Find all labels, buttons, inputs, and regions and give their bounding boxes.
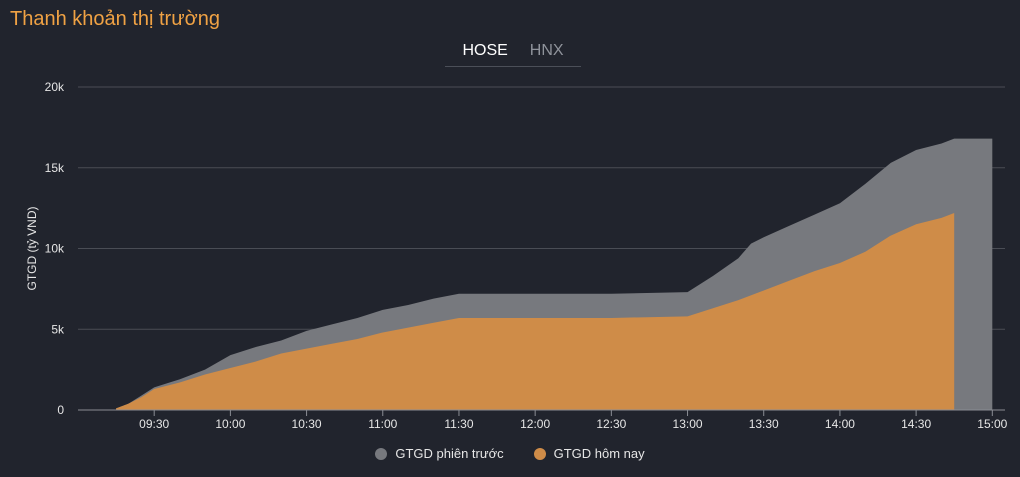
x-tick-label: 11:30 xyxy=(444,417,473,431)
legend-item-previous[interactable]: GTGD phiên trước xyxy=(375,446,504,461)
x-tick-label: 12:00 xyxy=(520,417,550,431)
exchange-tabs: HOSE HNX xyxy=(445,40,581,67)
y-tick-label: 15k xyxy=(45,161,65,175)
x-tick-label: 14:30 xyxy=(901,417,931,431)
y-tick-label: 10k xyxy=(45,242,65,256)
x-tick-label: 10:00 xyxy=(215,417,245,431)
y-tick-label: 5k xyxy=(51,322,65,336)
x-tick-label: 13:00 xyxy=(673,417,703,431)
chart-legend: GTGD phiên trước GTGD hôm nay xyxy=(0,446,1020,461)
x-tick-label: 10:30 xyxy=(292,417,322,431)
x-tick-label: 11:00 xyxy=(368,417,397,431)
legend-label-today: GTGD hôm nay xyxy=(553,446,645,461)
x-tick-label: 14:00 xyxy=(825,417,855,431)
legend-label-previous: GTGD phiên trước xyxy=(395,446,504,461)
x-tick-label: 13:30 xyxy=(749,417,779,431)
tab-hose[interactable]: HOSE xyxy=(462,42,508,59)
legend-item-today[interactable]: GTGD hôm nay xyxy=(533,446,645,461)
x-tick-label: 09:30 xyxy=(139,417,169,431)
legend-dot-today xyxy=(533,447,546,460)
chart-title: Thanh khoản thị trường xyxy=(10,8,220,30)
x-tick-label: 12:30 xyxy=(596,417,626,431)
y-tick-label: 20k xyxy=(45,80,65,94)
liquidity-chart: 0 5k 10k 15k 20k 09:30 10:00 10:30 11:00 11:30 12:… xyxy=(25,80,1008,431)
tab-hnx[interactable]: HNX xyxy=(529,42,564,59)
x-tick-label: 15:00 xyxy=(977,417,1007,431)
y-tick-label: 0 xyxy=(57,403,64,417)
legend-dot-previous xyxy=(375,447,388,460)
area-today xyxy=(116,212,955,410)
y-axis-label: GTGD (tỷ VND) xyxy=(25,207,39,291)
